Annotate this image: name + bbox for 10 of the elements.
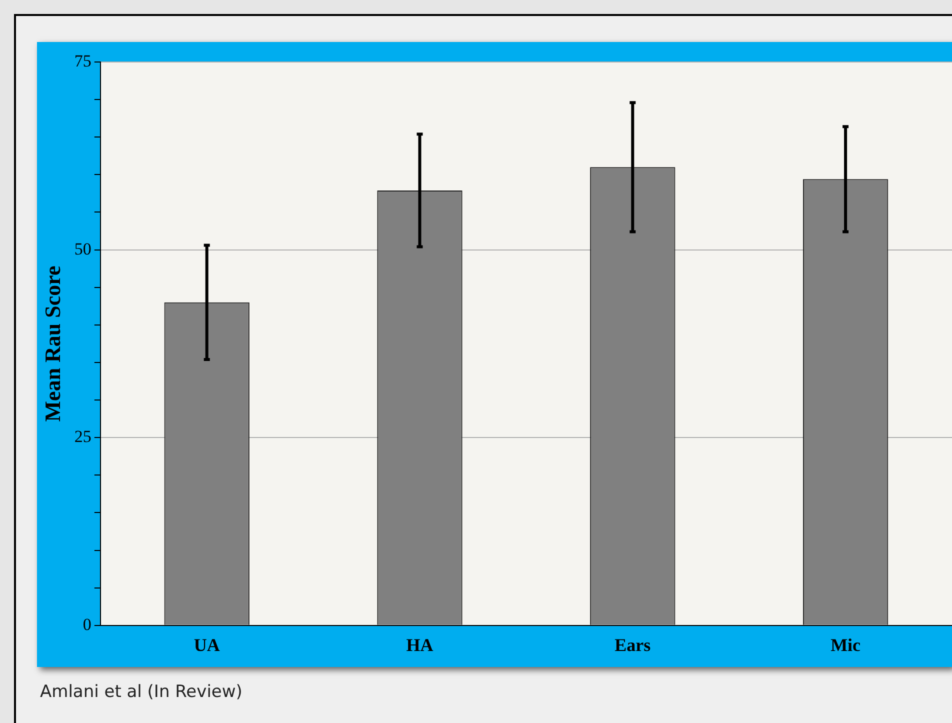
y-tick-label: 0 bbox=[82, 614, 92, 634]
x-tick-label: UA bbox=[194, 634, 220, 655]
x-tick-label: HA bbox=[406, 634, 434, 655]
y-axis-title: Mean Rau Score bbox=[40, 265, 65, 422]
x-tick-label: Ears bbox=[614, 634, 651, 655]
y-tick-label: 50 bbox=[74, 239, 92, 258]
x-tick-label: Mic bbox=[830, 634, 861, 655]
y-tick-label: 75 bbox=[74, 51, 92, 70]
text: Amlani et al (In Review) bbox=[40, 682, 242, 702]
y-tick-label: 25 bbox=[74, 427, 92, 446]
